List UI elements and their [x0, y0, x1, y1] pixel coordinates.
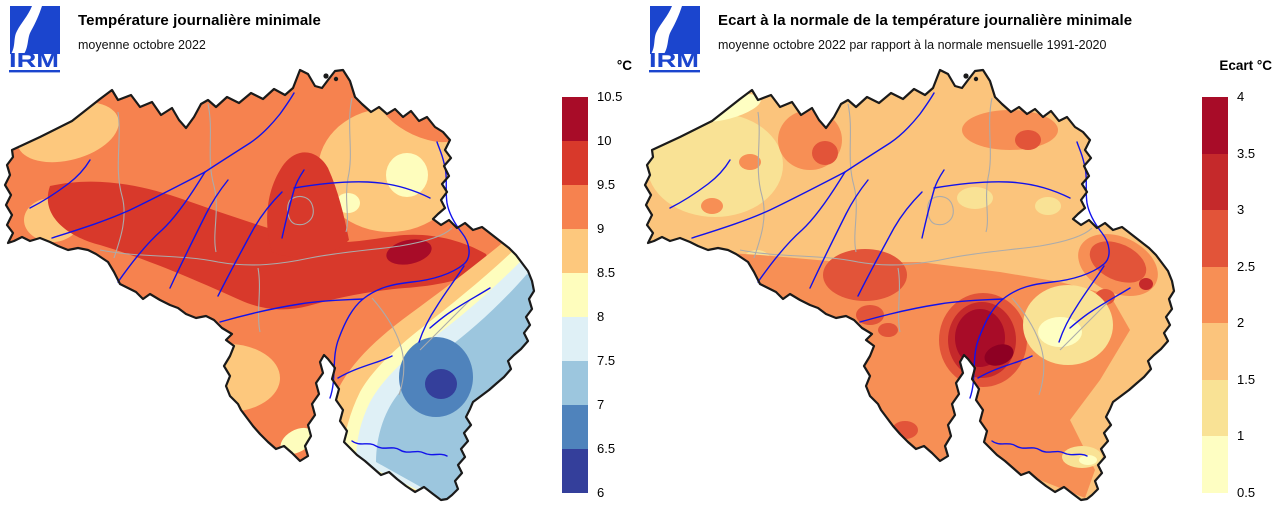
left-colorbar-label: 7 — [597, 397, 605, 412]
map-temperature-minimale — [3, 68, 536, 502]
right-colorbar-label: 0.5 — [1237, 485, 1256, 500]
left-colorbar-unit: °C — [616, 58, 632, 73]
left-colorbar — [562, 97, 588, 493]
irm-logo-icon: IRM — [649, 6, 700, 73]
irm-logo-right: IRM — [648, 4, 702, 74]
colorbar-step — [562, 449, 588, 493]
right-colorbar — [1202, 97, 1228, 494]
right-colorbar-unit: Ecart °C — [1219, 58, 1272, 73]
colorbar-step — [1202, 153, 1228, 211]
right-map-title: Ecart à la normale de la température jou… — [718, 12, 1133, 29]
colorbar-step — [1202, 210, 1228, 267]
colorbar-step — [562, 405, 588, 449]
colorbar-step — [1202, 266, 1228, 324]
colorbar-step — [1202, 436, 1228, 494]
colorbar-step — [562, 229, 588, 273]
colorbar-step — [1202, 323, 1228, 380]
right-colorbar-label: 3 — [1237, 202, 1245, 217]
left-colorbar-label: 6.5 — [597, 441, 616, 456]
colorbar-step — [562, 273, 588, 317]
baarle-enclave-dot — [333, 76, 339, 82]
baarle-enclave-dot — [963, 73, 969, 79]
anomaly-fill-layers — [645, 70, 1174, 500]
colorbar-step — [562, 141, 588, 185]
left-colorbar-label: 9.5 — [597, 177, 616, 192]
left-map-subtitle: moyenne octobre 2022 — [78, 38, 206, 52]
irm-logo-text: IRM — [9, 50, 59, 72]
colorbar-step — [1202, 379, 1228, 437]
colorbar-step — [562, 317, 588, 361]
right-colorbar-label: 3.5 — [1237, 146, 1256, 161]
right-map-subtitle: moyenne octobre 2022 par rapport à la no… — [718, 38, 1107, 52]
left-colorbar-label: 9 — [597, 221, 605, 236]
right-colorbar-label: 1 — [1237, 428, 1245, 443]
map-ecart-normale — [643, 68, 1176, 502]
left-colorbar-label: 7.5 — [597, 353, 616, 368]
colorbar-step — [1202, 97, 1228, 154]
baarle-enclave-dot — [323, 73, 329, 79]
irm-logo-icon: IRM — [9, 6, 60, 73]
right-colorbar-label: 1.5 — [1237, 372, 1256, 387]
colorbar-step — [562, 185, 588, 229]
right-header: Ecart à la normale de la température jou… — [718, 12, 1132, 52]
irm-logo-text: IRM — [649, 50, 699, 72]
right-colorbar-label: 4 — [1237, 89, 1245, 104]
colorbar-step — [562, 361, 588, 405]
left-colorbar-label: 10 — [597, 133, 612, 148]
irm-logo-left: IRM — [8, 4, 62, 74]
left-colorbar-label: 10.5 — [597, 89, 623, 104]
temperature-fill-layers — [5, 70, 534, 500]
left-header: Température journalière minimale moyenne… — [78, 12, 321, 52]
right-colorbar-label: 2 — [1237, 315, 1245, 330]
left-colorbar-label: 6 — [597, 485, 605, 500]
right-colorbar-label: 2.5 — [1237, 259, 1256, 274]
left-colorbar-label: 8.5 — [597, 265, 616, 280]
left-map-title: Température journalière minimale — [78, 12, 322, 29]
colorbar-step — [562, 97, 588, 141]
left-colorbar-label: 8 — [597, 309, 605, 324]
baarle-enclave-dot — [973, 76, 979, 82]
